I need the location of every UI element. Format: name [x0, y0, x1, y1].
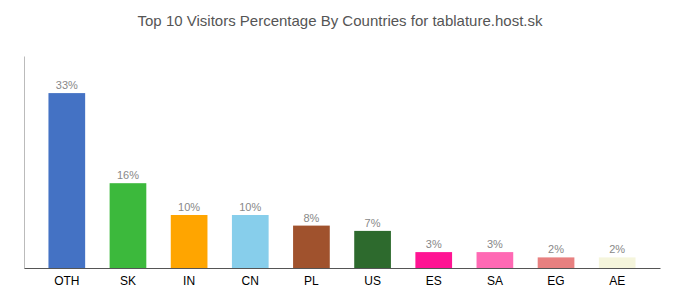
plot-area — [48, 93, 635, 268]
x-tick-label: SA — [487, 274, 503, 288]
data-label: 10% — [239, 201, 261, 213]
x-tick-label: AE — [609, 274, 625, 288]
bar — [293, 226, 330, 268]
bar — [354, 231, 391, 268]
x-tick: OTH — [54, 274, 79, 288]
data-labels: 33% 16% 10% 10% 8% 7% 3% 3% 2% 2% — [56, 79, 626, 255]
x-tick: US — [364, 274, 381, 288]
data-label: 2% — [548, 243, 564, 255]
x-tick-label: PL — [304, 274, 319, 288]
y-axis — [24, 57, 25, 269]
bar — [48, 93, 85, 268]
bar — [538, 257, 575, 268]
y-axis-line — [24, 57, 25, 269]
bar — [171, 215, 208, 268]
x-tick: IN — [183, 274, 195, 288]
data-label: 33% — [56, 79, 78, 91]
x-tick-label: EG — [547, 274, 564, 288]
chart: Top 10 Visitors Percentage By Countries … — [0, 0, 680, 300]
bar — [232, 215, 269, 268]
data-label: 10% — [178, 201, 200, 213]
bar — [110, 183, 147, 268]
x-tick-label: IN — [183, 274, 195, 288]
x-tick: PL — [304, 274, 319, 288]
x-tick: SK — [120, 274, 136, 288]
data-label: 2% — [609, 243, 625, 255]
x-tick-label: ES — [426, 274, 442, 288]
x-tick-label: SK — [120, 274, 136, 288]
x-tick-label: US — [364, 274, 381, 288]
x-axis: OTH SK IN CN PL US ES SA EG AE — [25, 269, 661, 288]
bar — [415, 252, 452, 268]
data-label: 8% — [303, 212, 319, 224]
x-tick: SA — [487, 274, 503, 288]
x-tick: AE — [609, 274, 625, 288]
x-tick-label: OTH — [54, 274, 79, 288]
x-tick: CN — [242, 274, 259, 288]
data-label: 3% — [426, 238, 442, 250]
data-label: 7% — [365, 217, 381, 229]
x-tick-label: CN — [242, 274, 259, 288]
bar — [477, 252, 514, 268]
data-label: 16% — [117, 169, 139, 181]
x-axis-line — [25, 268, 661, 269]
x-tick: EG — [547, 274, 564, 288]
data-label: 3% — [487, 238, 503, 250]
title: Top 10 Visitors Percentage By Countries … — [138, 12, 543, 29]
bar — [599, 257, 636, 268]
x-tick: ES — [426, 274, 442, 288]
